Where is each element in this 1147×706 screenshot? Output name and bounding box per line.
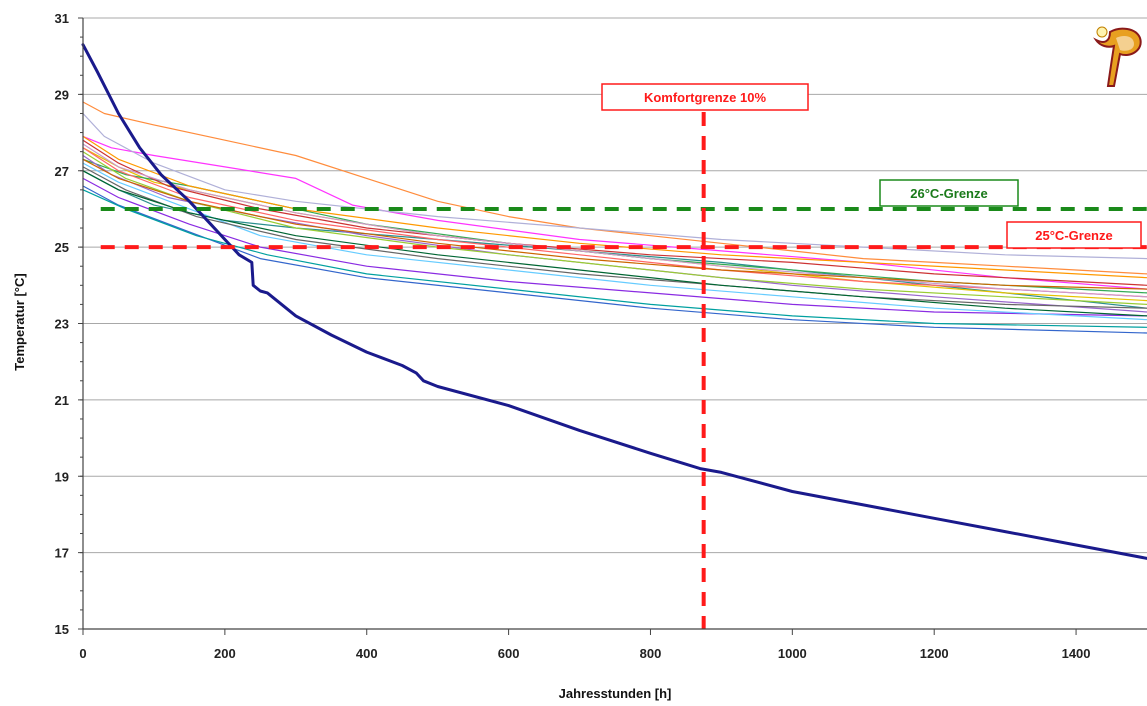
tick-labels: 15 17 19 21 23 25 27 29 31 0 200 400 600 800 1000 1200 1… (55, 11, 1091, 661)
y-tick-label: 19 (55, 469, 69, 484)
y-tick-label: 21 (55, 393, 69, 408)
series-line-19 (82, 170, 1147, 317)
series-line-4 (82, 112, 1147, 260)
stylized-p-logo-icon (1093, 26, 1142, 87)
x-tick-label: 800 (640, 646, 662, 661)
y-tick-label: 17 (55, 546, 69, 561)
series-line-18 (82, 143, 1147, 298)
series-line-3 (82, 135, 1147, 290)
annotation-26-grenze-box (879, 179, 1019, 207)
series-line-16 (82, 147, 1147, 298)
series-line-20 (82, 158, 1147, 290)
y-tick-label: 25 (55, 240, 69, 255)
annotation-25-grenze: 25°C-Grenze (1006, 221, 1142, 249)
annotation-25-grenze-box (1006, 221, 1142, 249)
series-line-14 (82, 185, 1147, 334)
y-axis-title: Temperatur [°C] (12, 273, 27, 370)
axes (78, 17, 1147, 635)
annotation-komfortgrenze-box (601, 83, 809, 111)
annotation-26-grenze-label: 26°C-Grenze (910, 186, 987, 201)
x-tick-label: 1200 (920, 646, 949, 661)
series-line-12 (82, 151, 1147, 305)
y-tick-label: 27 (55, 164, 69, 179)
series-line-13 (82, 135, 1147, 279)
annotation-26-grenze: 26°C-Grenze (879, 179, 1019, 207)
reference-lines (100, 112, 1147, 629)
y-tick-label: 29 (55, 87, 69, 102)
x-tick-label: 1400 (1062, 646, 1091, 661)
y-tick-label: 15 (55, 622, 69, 637)
x-tick-label: 0 (79, 646, 86, 661)
x-tick-label: 600 (498, 646, 520, 661)
series-group (81, 43, 1147, 560)
series-line-1 (81, 43, 1147, 560)
x-axis-title: Jahresstunden [h] (559, 686, 672, 701)
annotation-komfortgrenze: Komfortgrenze 10% (601, 83, 809, 111)
series-line-7 (82, 158, 1147, 294)
y-tick-label: 23 (55, 317, 69, 332)
x-tick-label: 400 (356, 646, 378, 661)
series-line-15 (82, 189, 1147, 328)
series-line-10 (82, 162, 1147, 321)
x-tick-label: 200 (214, 646, 236, 661)
annotation-25-grenze-label: 25°C-Grenze (1035, 228, 1112, 243)
y-tick-label: 31 (55, 11, 69, 26)
annotation-komfortgrenze-label: Komfortgrenze 10% (644, 90, 767, 105)
x-tick-label: 1000 (778, 646, 807, 661)
